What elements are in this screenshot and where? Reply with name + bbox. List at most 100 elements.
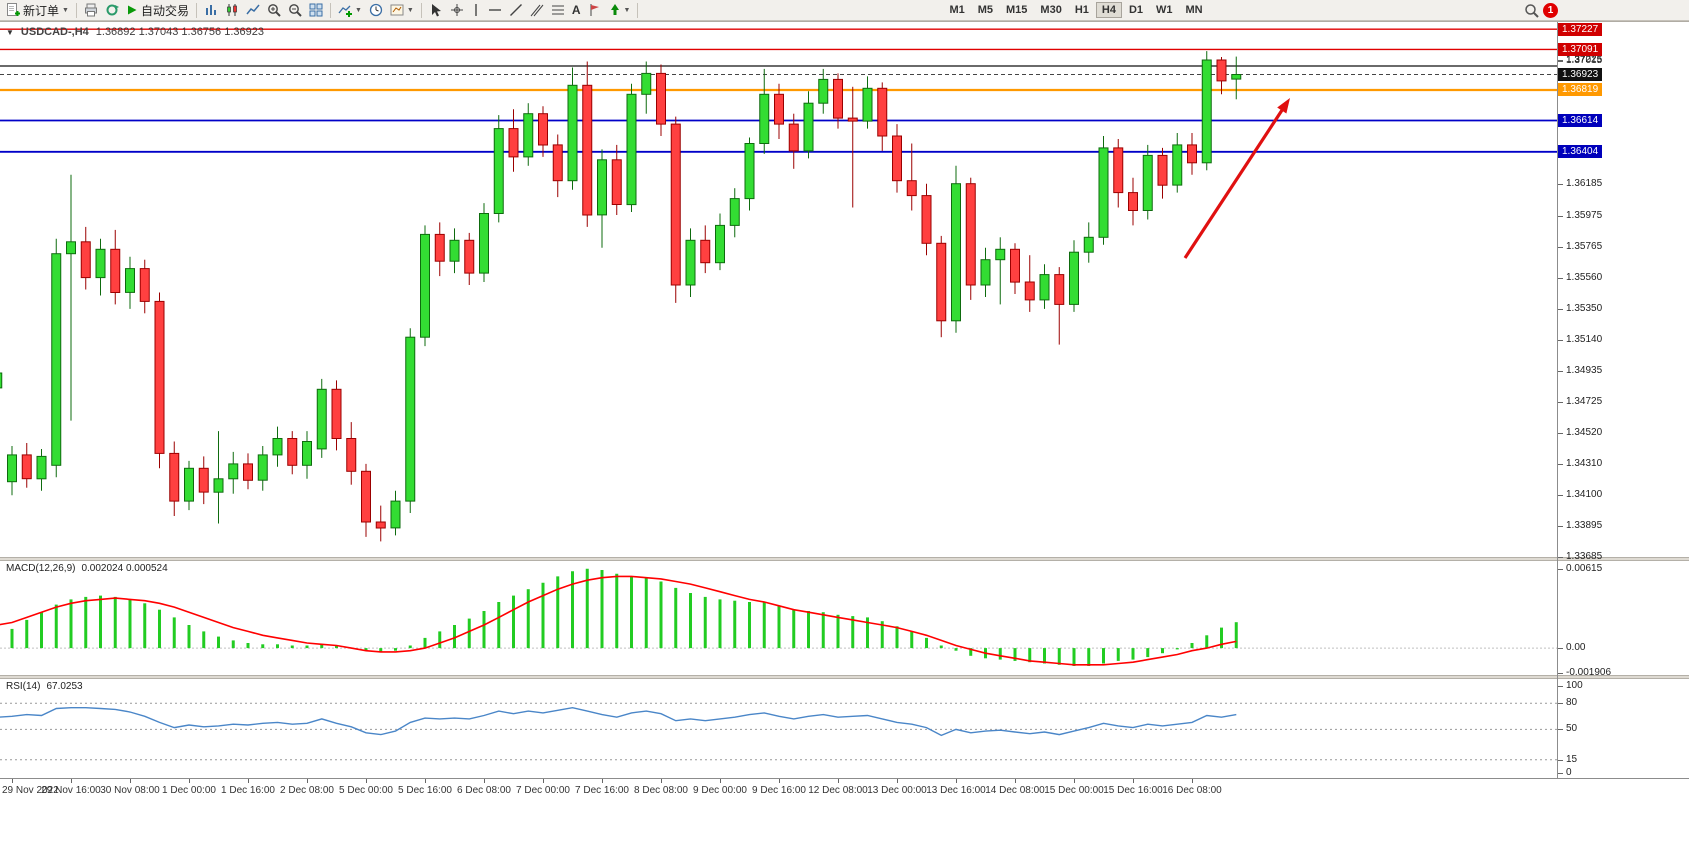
bull-candle: [951, 183, 961, 322]
chart-title: ▼ USDCAD-,H4 1.36892 1.37043 1.36756 1.3…: [6, 26, 264, 38]
fibonacci-button[interactable]: [548, 1, 568, 20]
ohlc-values: 1.36892 1.37043 1.36756 1.36923: [95, 26, 264, 38]
bull-candle: [523, 113, 534, 158]
trendline-button[interactable]: [506, 1, 526, 20]
bar-chart-button[interactable]: [201, 1, 221, 20]
price-tick: 1.33685: [1557, 551, 1603, 562]
timeframe-m30-button[interactable]: M30: [1040, 4, 1062, 16]
channel-button[interactable]: [527, 1, 547, 20]
time-axis[interactable]: 29 Nov 2022 29 Nov 16:00 30 Nov 08:00 1 Dec…: [0, 778, 1689, 801]
time-label: 13 Dec 16:00: [926, 785, 986, 796]
bull-candle: [420, 233, 430, 338]
candlestick-chart-button[interactable]: [222, 1, 242, 20]
bear-candle: [611, 159, 622, 206]
rsi-axis-label: 100: [1558, 679, 1583, 691]
macd-signal-line: [0, 575, 1237, 666]
bull-candle: [257, 454, 268, 481]
bull-candle: [715, 224, 725, 264]
panel-divider[interactable]: [0, 675, 1689, 679]
rsi-name-label: RSI(14): [6, 681, 41, 692]
timeframe-d1-button[interactable]: D1: [1128, 4, 1144, 16]
timeframe-h1-button[interactable]: H1: [1074, 4, 1089, 16]
rsi-axis[interactable]: 100 80 50 15 0: [1557, 679, 1688, 778]
macd-axis-label: 0.00615: [1557, 563, 1603, 575]
bar-chart-icon: [205, 5, 216, 15]
timeframe-clock-button[interactable]: [366, 1, 386, 20]
cursor-icon: [431, 4, 441, 17]
time-label: 14 Dec 08:00: [985, 785, 1045, 796]
time-label: 13 Dec 00:00: [867, 785, 927, 796]
crosshair-button[interactable]: [447, 1, 467, 20]
time-label: 6 Dec 08:00: [457, 785, 511, 796]
autotrading-button[interactable]: 自动交易: [123, 1, 192, 20]
price-badge: 1.36404: [1558, 145, 1603, 159]
vertical-line-button[interactable]: [468, 1, 484, 20]
macd-axis[interactable]: 0.00615 0.00 -0.001906: [1557, 561, 1688, 678]
bull-candle: [1069, 251, 1079, 305]
panel-divider[interactable]: [0, 557, 1689, 561]
timeframe-mn-button[interactable]: MN: [1185, 4, 1203, 16]
price-axis[interactable]: 1.37225 1.37015 1.36185 1.35975 1.35765 1.355…: [1557, 22, 1688, 562]
cursor-button[interactable]: [426, 1, 446, 20]
refresh-button[interactable]: [102, 1, 122, 20]
new-order-label: 新订单: [23, 3, 60, 18]
templates-button[interactable]: ▼: [387, 1, 417, 20]
bear-candle: [1113, 147, 1124, 194]
zoom-in-button[interactable]: [264, 1, 284, 20]
price-tick: 1.35765: [1557, 241, 1603, 253]
bull-candle: [390, 500, 401, 529]
timeframe-m15-button[interactable]: M15: [1006, 4, 1028, 16]
bull-candle: [66, 241, 76, 255]
new-order-button[interactable]: 新订单 ▼: [3, 1, 72, 20]
bear-candle: [243, 463, 253, 481]
bear-candle: [1128, 192, 1138, 212]
timeframe-m5-button[interactable]: M5: [977, 4, 994, 16]
line-chart-button[interactable]: [243, 1, 263, 20]
bear-candle: [877, 87, 888, 137]
macd-panel[interactable]: [0, 561, 1557, 675]
tile-windows-button[interactable]: [306, 1, 326, 20]
timeframe-h4-button[interactable]: H4: [1095, 2, 1122, 18]
price-chart[interactable]: [0, 22, 1557, 557]
text-button[interactable]: A: [569, 1, 584, 20]
bear-candle: [154, 300, 165, 454]
bull-candle: [641, 72, 652, 95]
bull-candle: [184, 467, 194, 502]
time-label: 7 Dec 00:00: [516, 785, 570, 796]
search-button[interactable]: [1521, 1, 1542, 20]
horizontal-line-button[interactable]: [485, 1, 505, 20]
timeframe-w1-button[interactable]: W1: [1156, 4, 1173, 16]
label-button[interactable]: [585, 1, 605, 20]
bull-candle: [1098, 147, 1109, 238]
indicators-button[interactable]: ▼: [335, 1, 365, 20]
trend-arrow-head[interactable]: [1277, 98, 1290, 114]
bear-candle: [1024, 281, 1035, 301]
bull-candle: [302, 441, 312, 466]
bear-candle: [921, 195, 932, 244]
time-label: 15 Dec 00:00: [1044, 785, 1104, 796]
bear-candle: [538, 113, 548, 146]
price-tick: 1.34100: [1557, 489, 1603, 501]
time-label: 1 Dec 16:00: [221, 785, 275, 796]
notifications-badge[interactable]: 1: [1543, 2, 1558, 18]
timeframe-m1-button[interactable]: M1: [949, 4, 965, 16]
bear-candle: [700, 239, 711, 264]
zoom-out-button[interactable]: [285, 1, 305, 20]
caret-down-icon: ▼: [62, 6, 69, 14]
rsi-panel[interactable]: [0, 679, 1557, 778]
time-label: 29 Nov 2022: [2, 785, 59, 796]
window-menu-icon[interactable]: ▼: [6, 27, 14, 37]
time-label: 7 Dec 16:00: [575, 785, 629, 796]
print-button[interactable]: [81, 1, 101, 20]
trend-arrow[interactable]: [1183, 104, 1287, 259]
printer-icon: [84, 3, 97, 17]
candles: [0, 51, 1242, 542]
bear-candle: [434, 233, 445, 262]
fibonacci-icon: [551, 5, 564, 15]
rsi-axis-label: 15: [1557, 753, 1578, 765]
text-tool-label: A: [571, 3, 581, 17]
bear-candle: [508, 128, 519, 158]
time-label: 5 Dec 00:00: [339, 785, 393, 796]
tile-windows-icon: [309, 3, 323, 17]
arrows-button[interactable]: ▼: [606, 1, 634, 20]
